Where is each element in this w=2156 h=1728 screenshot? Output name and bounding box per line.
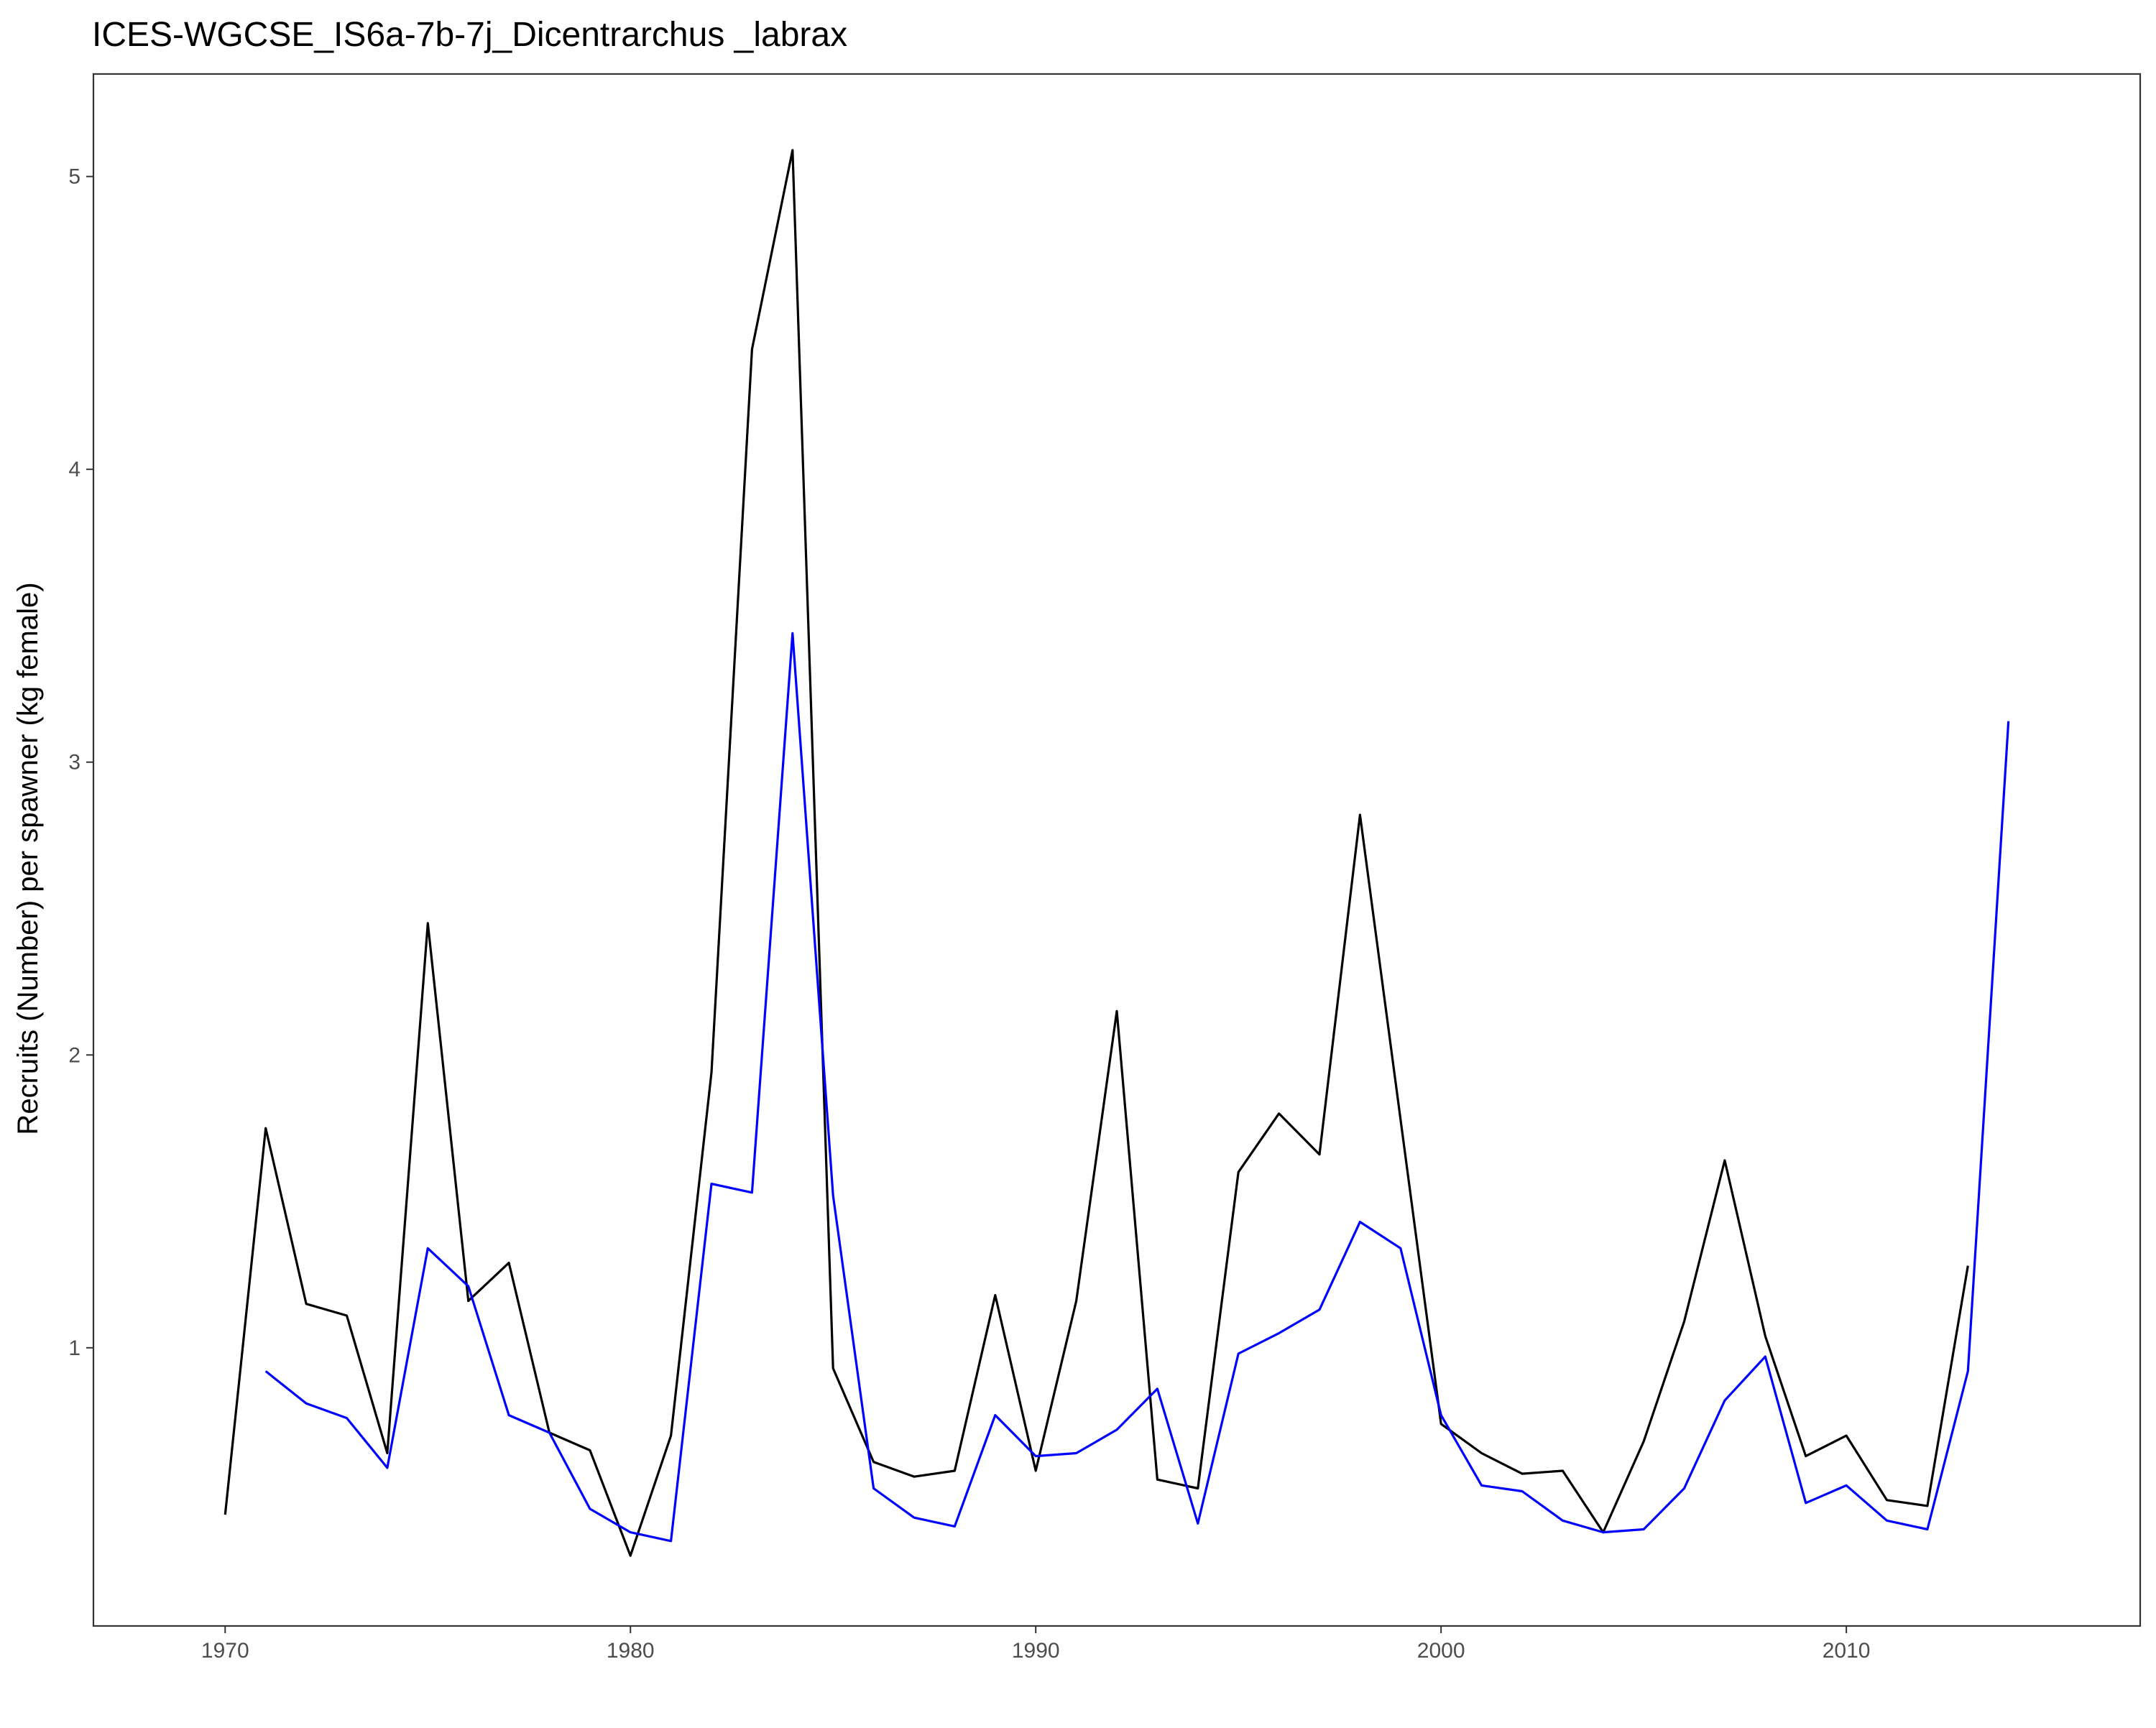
y-tick-label: 4 (68, 458, 80, 481)
y-tick-label: 3 (68, 751, 80, 775)
series-line-1 (224, 149, 1969, 1557)
y-axis-label: Recruits (Number) per spawner (kg female… (12, 582, 44, 1135)
x-tick-label: 1990 (1012, 1639, 1060, 1663)
plot-panel-border (92, 73, 2142, 1627)
series-line-2 (264, 632, 2010, 1543)
x-axis: 1970 1980 1990 2000 2010 (201, 1626, 1871, 1663)
y-tick-label: 5 (68, 165, 80, 189)
x-tick-label: 2010 (1823, 1639, 1871, 1663)
y-tick-label: 2 (68, 1043, 80, 1067)
x-tick-label: 1980 (607, 1639, 655, 1663)
series-layer (224, 149, 2010, 1557)
x-tick-label: 2000 (1417, 1639, 1465, 1663)
y-axis: 1 2 3 4 5 (68, 165, 93, 1360)
chart-title: ICES-WGCSE_IS6a-7b-7j_Dicentrarchus _lab… (92, 16, 847, 54)
x-tick-label: 1970 (201, 1639, 249, 1663)
y-tick-label: 1 (68, 1336, 80, 1360)
